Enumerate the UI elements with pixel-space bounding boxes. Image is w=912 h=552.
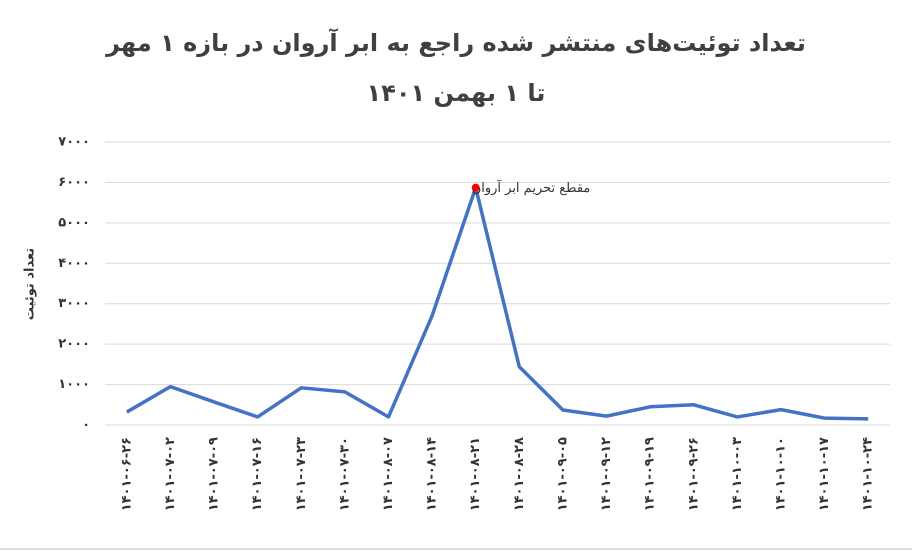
- x-tick-label: ۱۴۰۱-۰۹-۱۲: [599, 437, 614, 511]
- y-tick-label: ۳۰۰۰: [58, 296, 90, 311]
- y-tick-label: ۶۰۰۰: [58, 175, 90, 190]
- x-tick-label: ۱۴۰۱-۰۹-۱۹: [643, 437, 658, 511]
- x-tick-label: ۱۴۰۱-۰۸-۱۴: [425, 437, 440, 511]
- x-tick-label: ۱۴۰۱-۰۷-۲۳: [294, 437, 309, 511]
- y-tick-label: ۰: [82, 418, 90, 433]
- x-tick-label: ۱۴۰۱-۰۷-۱۶: [250, 437, 265, 511]
- x-tick-label: ۱۴۰۱-۰۸-۲۸: [512, 437, 527, 511]
- y-tick-label: ۷۰۰۰: [58, 135, 90, 150]
- x-tick-label: ۱۴۰۱-۰۹-۲۶: [686, 437, 701, 511]
- x-tick-label: ۱۴۰۱-۱۰-۱۷: [817, 437, 832, 511]
- line: [125, 185, 869, 421]
- x-tick-label: ۱۴۰۱-۰۷-۳۰: [337, 437, 352, 511]
- y-axis-label: تعداد توئیت: [23, 248, 38, 320]
- x-tick-label: ۱۴۰۱-۰۶-۲۶: [119, 437, 134, 511]
- y-tick-label: ۴۰۰۰: [58, 256, 90, 271]
- y-tick-label: ۲۰۰۰: [58, 337, 90, 352]
- x-tick-label: ۱۴۰۱-۰۷-۰۹: [207, 437, 222, 511]
- x-tick-label: ۱۴۰۱-۰۸-۰۷: [381, 437, 396, 511]
- chart-title: تعداد توئیت‌های منتشر شده راجع به ابر آر…: [106, 29, 806, 107]
- x-tick-label: ۱۴۰۱-۰۸-۲۱: [468, 437, 483, 511]
- y-tick-label: ۵۰۰۰: [58, 215, 90, 230]
- x-tick-label: ۱۴۰۱-۱۰-۰۳: [730, 437, 745, 511]
- y-tick-label: ۱۰۰۰: [58, 377, 90, 392]
- annotation: مقطع تحریم ابر آروان: [472, 179, 591, 196]
- annotation-marker: [471, 183, 480, 192]
- x-tick-label: ۱۴۰۱-۰۹-۰۵: [555, 437, 570, 511]
- x-tick-label: ۱۴۰۱-۰۷-۰۲: [163, 437, 178, 511]
- x-tick-label: ۱۴۰۱-۱۰-۱۰: [773, 437, 788, 511]
- x-tick-label: ۱۴۰۱-۱۰-۲۴: [861, 437, 876, 511]
